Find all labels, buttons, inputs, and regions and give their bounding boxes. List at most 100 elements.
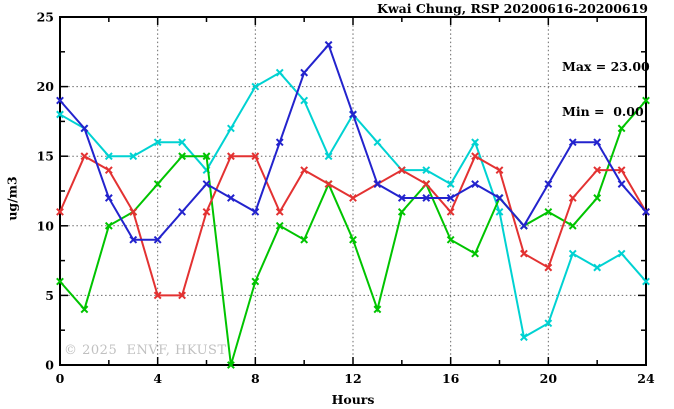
y-tick-label: 25 xyxy=(37,10,54,25)
x-tick-label: 12 xyxy=(344,371,361,386)
marker-cyan-line xyxy=(178,138,186,147)
marker-red-line xyxy=(446,207,455,216)
marker-red-line xyxy=(300,166,309,175)
x-tick-label: 4 xyxy=(153,371,162,386)
marker-cyan-line xyxy=(300,96,309,105)
marker-red-line xyxy=(251,152,260,161)
marker-cyan-line xyxy=(617,249,626,258)
marker-blue-line xyxy=(56,96,64,105)
marker-red-line xyxy=(520,249,528,258)
marker-cyan-line xyxy=(129,152,138,161)
marker-cyan-line xyxy=(251,82,260,91)
marker-blue-line xyxy=(300,68,309,77)
marker-green-line xyxy=(471,249,479,258)
marker-blue-line xyxy=(349,110,357,119)
marker-cyan-line xyxy=(544,319,553,328)
marker-red-line xyxy=(178,291,186,300)
marker-red-line xyxy=(129,207,138,216)
marker-cyan-line xyxy=(520,333,528,342)
x-tick-label: 0 xyxy=(56,371,65,386)
x-axis-label: Hours xyxy=(331,392,375,407)
y-tick-label: 0 xyxy=(45,358,54,373)
x-tick-label: 8 xyxy=(251,371,260,386)
marker-red-line xyxy=(153,291,162,300)
marker-green-line xyxy=(544,207,553,216)
marker-blue-line xyxy=(373,180,382,188)
marker-blue-line xyxy=(178,207,186,216)
marker-cyan-line xyxy=(104,152,113,161)
marker-red-line xyxy=(495,166,504,175)
marker-red-line xyxy=(275,207,284,216)
marker-green-line xyxy=(593,194,602,202)
marker-red-line xyxy=(349,194,357,202)
marker-green-line xyxy=(153,180,162,188)
marker-cyan-line xyxy=(153,138,162,147)
marker-blue-line xyxy=(129,235,138,244)
marker-cyan-line xyxy=(422,166,431,175)
marker-red-line xyxy=(104,166,113,175)
marker-cyan-line xyxy=(446,180,455,188)
marker-red-line xyxy=(471,152,479,161)
marker-blue-line xyxy=(642,207,650,216)
marker-green-line xyxy=(275,221,284,230)
marker-green-line xyxy=(300,235,309,244)
marker-red-line xyxy=(227,152,235,161)
marker-cyan-line xyxy=(593,263,602,272)
marker-green-line xyxy=(56,277,64,286)
marker-green-line xyxy=(251,277,260,286)
marker-green-line xyxy=(227,361,235,369)
marker-blue-line xyxy=(471,180,479,188)
marker-blue-line xyxy=(446,194,455,202)
marker-blue-line xyxy=(617,180,626,188)
marker-red-line xyxy=(422,180,431,188)
marker-blue-line xyxy=(251,207,260,216)
marker-blue-line xyxy=(422,194,431,202)
marker-red-line xyxy=(202,207,211,216)
marker-green-line xyxy=(80,305,89,314)
x-tick-label: 16 xyxy=(442,371,460,386)
marker-red-line xyxy=(544,263,553,272)
marker-cyan-line xyxy=(275,68,284,77)
marker-blue-line xyxy=(544,180,553,188)
marker-cyan-line xyxy=(373,138,382,147)
marker-blue-line xyxy=(495,194,504,202)
y-tick-label: 10 xyxy=(37,218,55,233)
marker-green-line xyxy=(202,152,211,161)
marker-blue-line xyxy=(153,235,162,244)
y-tick-label: 5 xyxy=(45,288,54,303)
y-tick-label: 15 xyxy=(37,149,54,164)
marker-cyan-line xyxy=(568,249,577,258)
marker-green-line xyxy=(349,235,357,244)
marker-blue-line xyxy=(202,180,211,188)
marker-green-line xyxy=(617,124,626,133)
marker-green-line xyxy=(373,305,382,314)
marker-cyan-line xyxy=(471,138,479,147)
marker-green-line xyxy=(397,207,406,216)
marker-blue-line xyxy=(324,40,333,49)
marker-cyan-line xyxy=(495,207,504,216)
marker-red-line xyxy=(56,207,64,216)
x-tick-label: 20 xyxy=(540,371,558,386)
maxmin-box: Max = 23.00 Min = 0.00 xyxy=(562,29,650,149)
marker-red-line xyxy=(593,166,602,175)
x-tick-label: 24 xyxy=(637,371,655,386)
y-tick-label: 20 xyxy=(37,79,55,94)
marker-red-line xyxy=(568,194,577,202)
marker-red-line xyxy=(617,166,626,175)
max-label: Max = 23.00 xyxy=(562,59,650,74)
marker-blue-line xyxy=(80,124,89,133)
y-axis-label: ug/m3 xyxy=(4,176,20,221)
marker-green-line xyxy=(568,221,577,230)
marker-blue-line xyxy=(275,138,284,147)
marker-green-line xyxy=(642,96,650,105)
marker-green-line xyxy=(446,235,455,244)
marker-red-line xyxy=(324,180,333,188)
marker-red-line xyxy=(80,152,89,161)
marker-cyan-line xyxy=(642,277,650,286)
marker-blue-line xyxy=(104,194,113,202)
marker-blue-line xyxy=(397,194,406,202)
min-label: Min = 0.00 xyxy=(562,104,644,119)
marker-blue-line xyxy=(520,221,528,230)
